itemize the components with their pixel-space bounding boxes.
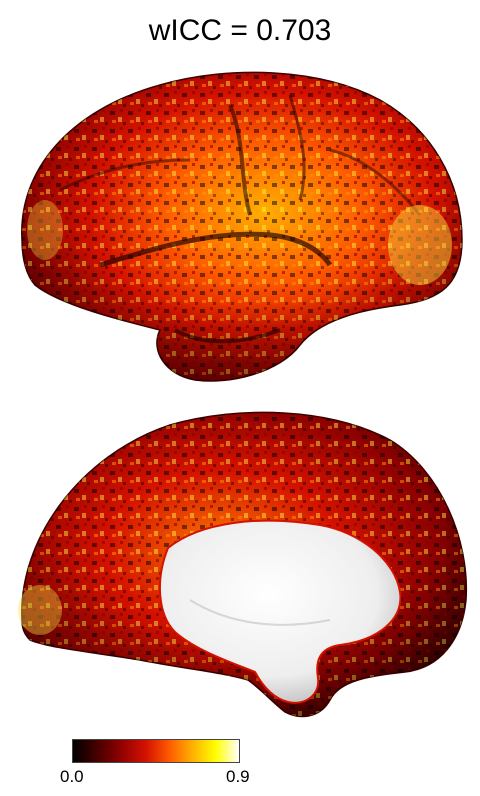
medial-wall: [158, 519, 402, 704]
colorbar-min-label: 0.0: [60, 767, 84, 786]
figure-title: wICC = 0.703: [148, 14, 332, 47]
colorbar-max-label: 0.9: [226, 767, 250, 786]
lateral-hemisphere-view: [21, 71, 463, 382]
colorbar: [72, 739, 240, 763]
medial-hemisphere-view: [18, 411, 468, 718]
